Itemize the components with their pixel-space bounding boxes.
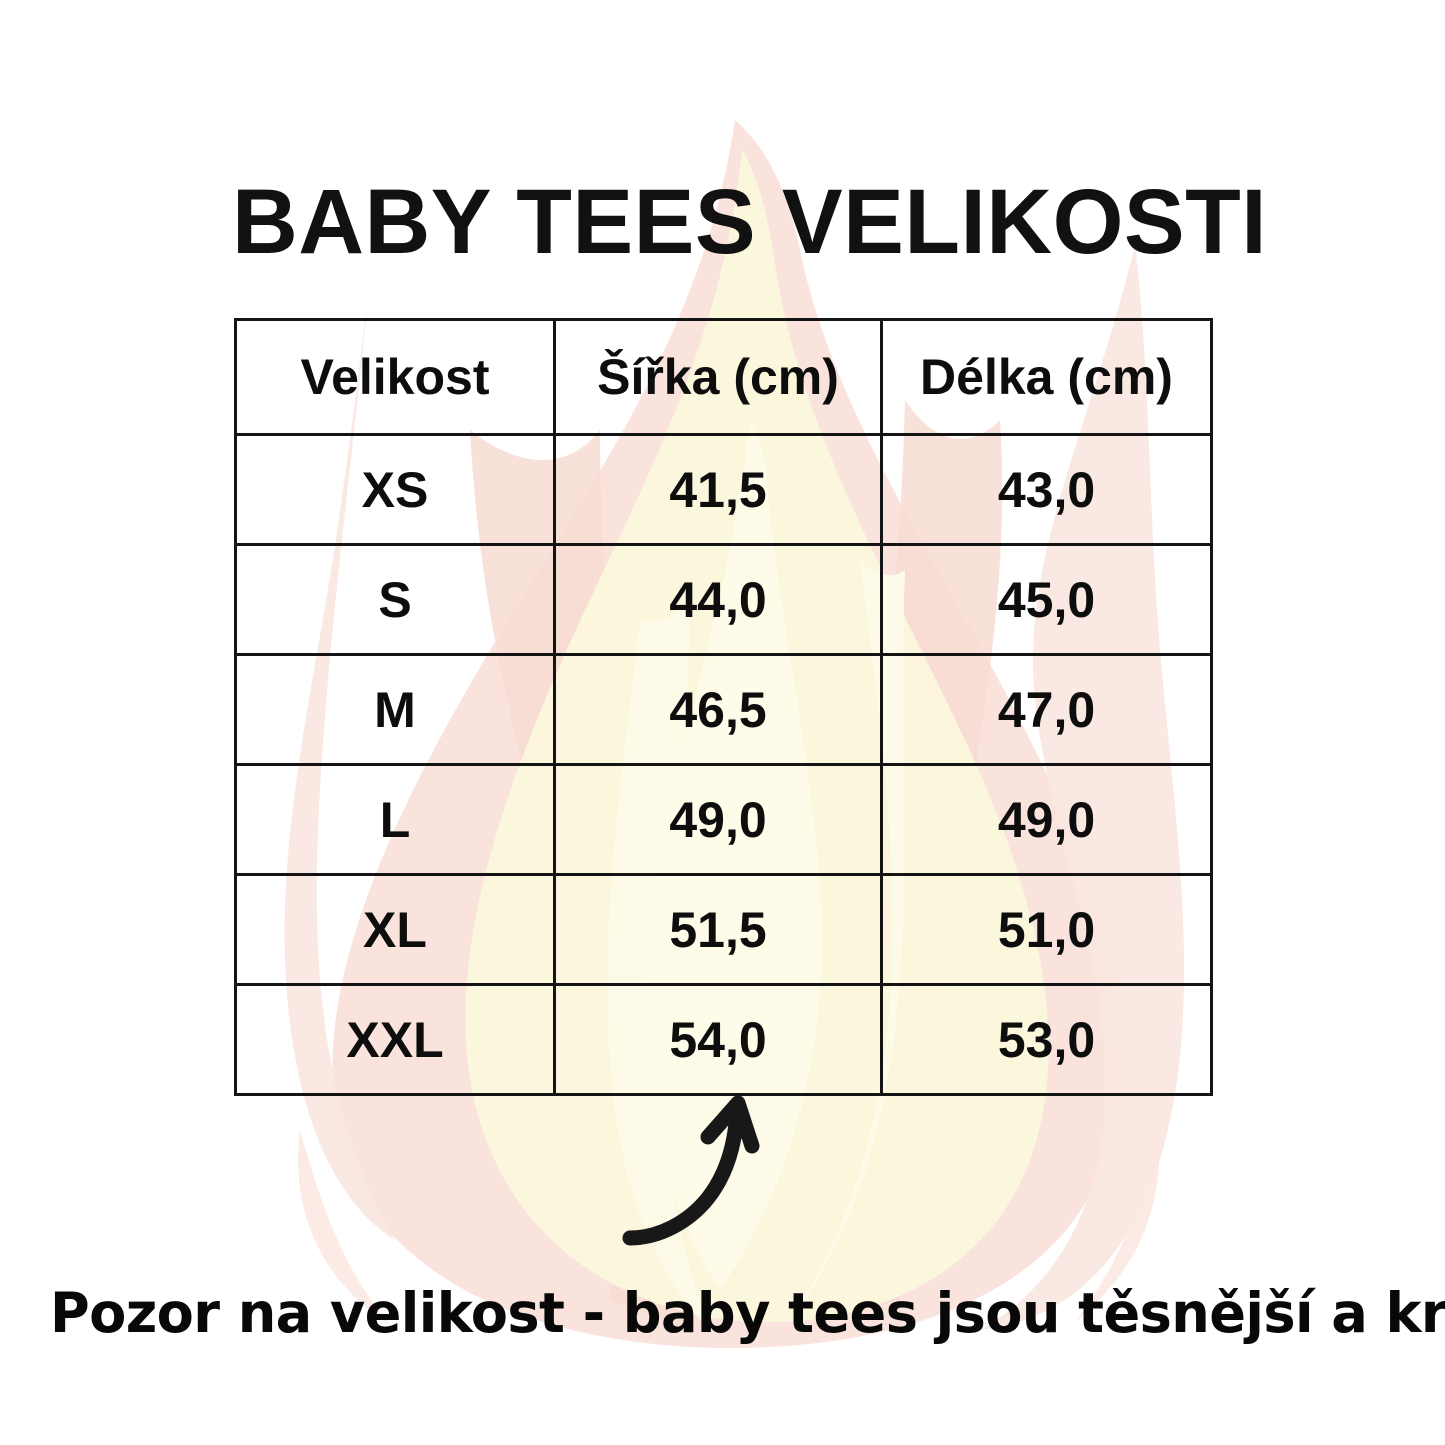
cell-width: 54,0 xyxy=(553,983,883,1096)
cell-width: 51,5 xyxy=(553,873,883,986)
table-header-row: Velikost Šířka (cm) Délka (cm) xyxy=(234,318,1213,436)
cell-length: 45,0 xyxy=(880,543,1213,656)
column-header-size: Velikost xyxy=(234,318,556,436)
cell-length: 47,0 xyxy=(880,653,1213,766)
table-body: XS 41,5 43,0 S 44,0 45,0 M 46,5 47,0 L 4… xyxy=(234,433,1213,1096)
curved-up-arrow-icon xyxy=(622,1095,760,1246)
cell-length: 49,0 xyxy=(880,763,1213,876)
cell-size: S xyxy=(234,543,556,656)
column-header-width: Šířka (cm) xyxy=(553,318,883,436)
cell-size: XL xyxy=(234,873,556,986)
cell-length: 43,0 xyxy=(880,433,1213,546)
caption-text: Pozor na velikost - baby tees jsou těsně… xyxy=(50,1281,1445,1345)
cell-size: L xyxy=(234,763,556,876)
cell-width: 49,0 xyxy=(553,763,883,876)
cell-size: XXL xyxy=(234,983,556,1096)
cell-length: 51,0 xyxy=(880,873,1213,986)
table-row: XXL 54,0 53,0 xyxy=(234,983,1213,1096)
column-header-length: Délka (cm) xyxy=(880,318,1213,436)
table-row: XL 51,5 51,0 xyxy=(234,873,1213,986)
cell-length: 53,0 xyxy=(880,983,1213,1096)
table-row: L 49,0 49,0 xyxy=(234,763,1213,876)
table-row: M 46,5 47,0 xyxy=(234,653,1213,766)
cell-width: 46,5 xyxy=(553,653,883,766)
table-row: S 44,0 45,0 xyxy=(234,543,1213,656)
page-title: BABY TEES VELIKOSTI xyxy=(232,171,1268,273)
cell-size: XS xyxy=(234,433,556,546)
table-row: XS 41,5 43,0 xyxy=(234,433,1213,546)
cell-size: M xyxy=(234,653,556,766)
cell-width: 41,5 xyxy=(553,433,883,546)
table-header: Velikost Šířka (cm) Délka (cm) xyxy=(234,318,1213,436)
size-table: Velikost Šířka (cm) Délka (cm) XS 41,5 4… xyxy=(234,318,1213,1096)
cell-width: 44,0 xyxy=(553,543,883,656)
